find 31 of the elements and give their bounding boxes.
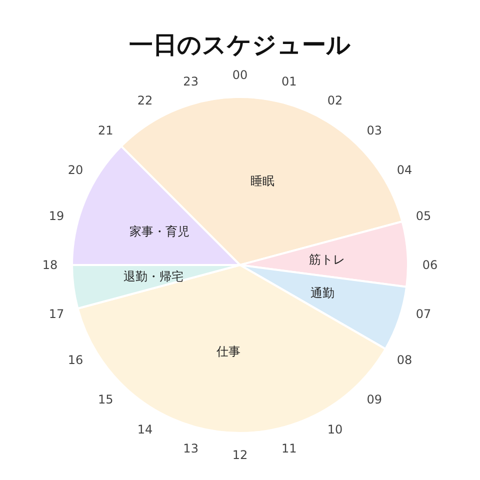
text: 04 [396,163,412,177]
slice-label: 通勤 [310,286,334,300]
text: 02 [327,93,343,108]
text: 14 [137,422,153,437]
text: 22 [137,93,153,108]
text: 05 [416,208,432,223]
text: 06 [422,258,438,272]
slice-label: 筋トレ [308,252,345,266]
text: 00 [232,68,248,82]
chart-title: 一日のスケジュール [129,31,351,59]
text: 16 [68,353,84,367]
text: 13 [183,442,198,456]
text: 19 [48,208,64,223]
text: 11 [282,442,297,456]
text: 03 [366,124,382,138]
text: 09 [366,392,382,406]
text: 01 [282,74,297,88]
slice-label: 退勤・帰宅 [124,269,184,284]
slice-label: 仕事 [216,344,241,358]
slice-label: 睡眠 [250,174,275,188]
text: 20 [68,163,84,177]
text: 18 [42,258,58,272]
text: 08 [396,353,412,367]
text: 15 [98,392,114,406]
text: 17 [48,307,64,322]
text: 21 [98,124,114,138]
text: 23 [183,74,198,88]
slice-label: 家事・育児 [130,224,190,239]
text: 12 [232,448,248,462]
text: 10 [327,422,343,437]
text: 07 [416,307,432,322]
